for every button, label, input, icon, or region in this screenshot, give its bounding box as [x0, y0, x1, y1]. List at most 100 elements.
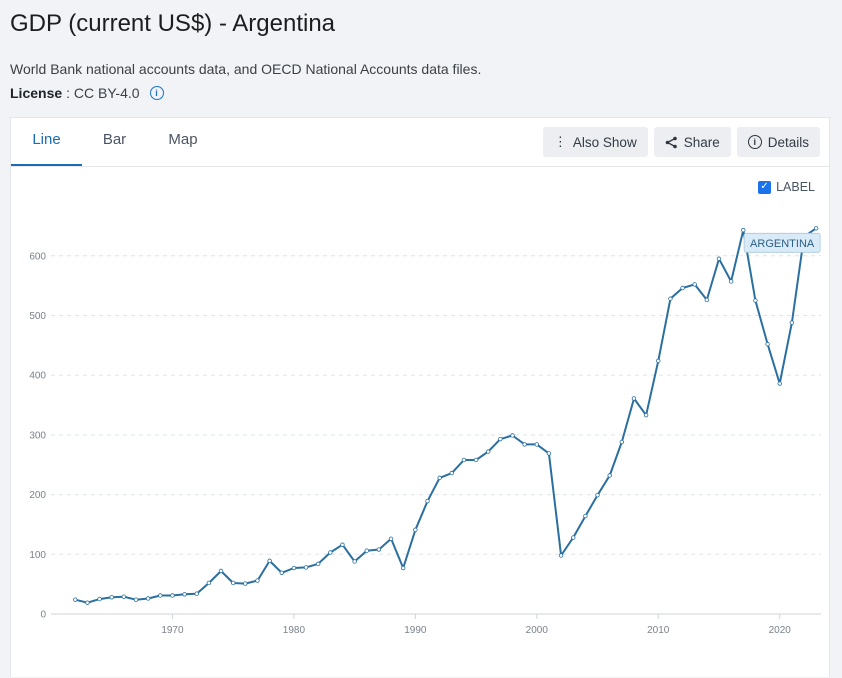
data-point[interactable]	[255, 578, 260, 583]
data-point[interactable]	[619, 439, 625, 445]
data-point[interactable]	[121, 594, 127, 599]
y-tick-label: 600	[29, 251, 46, 262]
y-tick-label: 200	[29, 490, 46, 501]
data-point[interactable]	[340, 542, 345, 547]
data-point[interactable]	[303, 565, 309, 570]
data-point[interactable]	[449, 470, 454, 476]
tab-line[interactable]: Line	[11, 118, 82, 166]
data-point[interactable]	[425, 498, 430, 504]
share-icon	[665, 136, 678, 149]
data-point[interactable]	[109, 595, 114, 600]
data-point[interactable]	[728, 279, 734, 284]
page-title: GDP (current US$) - Argentina	[10, 10, 336, 37]
data-point[interactable]	[473, 457, 479, 463]
label-toggle[interactable]: ✓ LABEL	[758, 180, 815, 194]
data-point[interactable]	[218, 568, 224, 574]
info-circle-icon: i	[747, 135, 762, 149]
data-point[interactable]	[133, 597, 139, 602]
data-point[interactable]	[668, 296, 673, 301]
data-point[interactable]	[631, 396, 637, 401]
details-button[interactable]: i Details	[736, 127, 820, 157]
data-point[interactable]	[388, 536, 394, 541]
data-point[interactable]	[765, 341, 770, 347]
data-point[interactable]	[401, 565, 406, 571]
data-point[interactable]	[571, 535, 576, 540]
data-point[interactable]	[583, 513, 588, 519]
data-point[interactable]	[692, 282, 697, 287]
data-point[interactable]	[522, 442, 527, 447]
data-point[interactable]	[267, 558, 272, 564]
x-tick-label: 2000	[526, 625, 549, 636]
x-tick-label: 1990	[404, 625, 427, 636]
y-tick-label: 0	[40, 610, 46, 621]
data-point[interactable]	[206, 580, 212, 586]
data-point[interactable]	[230, 580, 236, 586]
data-point[interactable]	[243, 581, 248, 586]
data-point[interactable]	[777, 381, 782, 386]
data-point[interactable]	[546, 451, 552, 456]
data-point[interactable]	[291, 565, 297, 571]
chart-panel: Line Bar Map ⋮ Also Show Share i Details…	[10, 117, 830, 677]
info-icon[interactable]: i	[149, 86, 164, 100]
data-point[interactable]	[364, 548, 369, 553]
label-toggle-text: LABEL	[776, 180, 815, 194]
data-point[interactable]	[716, 256, 722, 261]
data-point[interactable]	[437, 475, 442, 481]
data-point[interactable]	[741, 227, 746, 233]
data-point[interactable]	[510, 433, 515, 438]
series-label-box	[743, 232, 821, 253]
data-point[interactable]	[461, 457, 467, 463]
data-point[interactable]	[607, 473, 612, 478]
series-line	[75, 227, 817, 604]
data-point[interactable]	[643, 412, 649, 418]
label-checkbox[interactable]: ✓	[758, 180, 772, 194]
data-point[interactable]	[413, 527, 418, 533]
data-point[interactable]	[486, 449, 491, 454]
also-show-label: Also Show	[572, 134, 637, 150]
data-point[interactable]	[789, 320, 795, 325]
data-point[interactable]	[352, 559, 357, 564]
tab-bar[interactable]: Bar	[102, 131, 127, 148]
x-tick-label: 1970	[161, 625, 184, 636]
x-tick-label: 1980	[283, 625, 306, 636]
data-point[interactable]	[656, 358, 661, 364]
tabs-divider	[11, 166, 829, 167]
data-point[interactable]	[145, 596, 151, 601]
license-label: License	[10, 85, 63, 101]
data-point[interactable]	[170, 593, 175, 598]
data-point[interactable]	[498, 436, 503, 442]
chart-tabs: Line Bar Map	[11, 118, 219, 166]
tab-map[interactable]: Map	[168, 131, 198, 148]
series-label: ARGENTINA	[750, 238, 815, 250]
data-point[interactable]	[534, 442, 540, 447]
data-point[interactable]	[680, 285, 685, 291]
data-point[interactable]	[73, 597, 78, 602]
data-point[interactable]	[813, 226, 819, 231]
more-vertical-icon: ⋮	[553, 134, 567, 149]
y-tick-label: 300	[29, 430, 46, 441]
license-row: License : CC BY-4.0 i	[10, 85, 164, 101]
also-show-button[interactable]: ⋮ Also Show	[542, 127, 648, 157]
x-tick-label: 2010	[647, 625, 670, 636]
license-value: : CC BY-4.0	[66, 85, 140, 101]
line-chart: 0 100 200 300 400 500 600 1970 1980 1990 2000 2010 2…	[29, 226, 821, 636]
y-tick-label: 500	[29, 311, 46, 322]
data-point[interactable]	[315, 561, 321, 567]
data-point[interactable]	[376, 547, 382, 552]
data-point[interactable]	[704, 297, 710, 303]
data-point[interactable]	[194, 591, 199, 596]
data-point[interactable]	[158, 593, 163, 598]
data-point[interactable]	[753, 298, 758, 303]
data-point[interactable]	[182, 592, 187, 597]
details-label: Details	[767, 134, 809, 150]
data-point[interactable]	[279, 570, 284, 576]
data-point[interactable]	[328, 550, 333, 555]
data-point[interactable]	[558, 553, 564, 558]
share-label: Share	[683, 134, 720, 150]
y-tick-label: 100	[29, 550, 46, 561]
share-button[interactable]: Share	[653, 127, 731, 157]
data-point[interactable]	[595, 492, 600, 498]
data-point[interactable]	[97, 596, 102, 602]
data-point[interactable]	[85, 600, 90, 605]
x-tick-label: 2020	[769, 625, 792, 636]
